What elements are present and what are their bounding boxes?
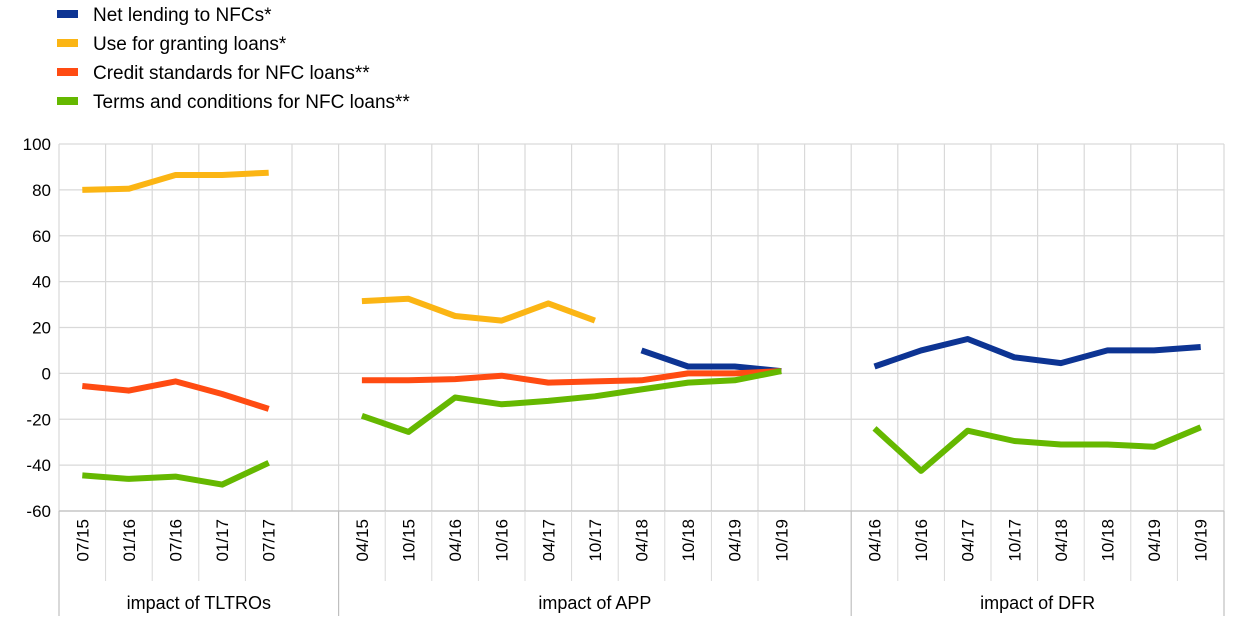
x-tick-label: 04/18 xyxy=(1052,519,1071,562)
x-tick-label: 04/16 xyxy=(866,519,885,562)
group-label-impact-of-app: impact of APP xyxy=(538,593,651,613)
x-tick-label: 04/16 xyxy=(446,519,465,562)
legend-swatch xyxy=(57,10,78,18)
x-tick-label: 04/18 xyxy=(633,519,652,562)
x-tick-label: 10/16 xyxy=(493,519,512,562)
x-tick-label: 01/17 xyxy=(213,519,232,562)
x-tick-label: 04/19 xyxy=(726,519,745,562)
legend-label-use-for-granting-loans: Use for granting loans* xyxy=(93,34,287,55)
x-tick-label: 10/16 xyxy=(912,519,931,562)
x-tick-label: 07/17 xyxy=(260,519,279,562)
series-line-net-lending-to-nfcs xyxy=(873,336,1201,370)
group-label-impact-of-dfr: impact of DFR xyxy=(980,593,1095,613)
legend-swatch xyxy=(57,68,78,76)
series-lines xyxy=(82,169,1202,488)
legend-swatch xyxy=(57,39,78,47)
y-tick-label: -20 xyxy=(26,410,51,429)
y-tick-label: 60 xyxy=(32,227,51,246)
grid xyxy=(58,143,1225,512)
x-tick-label: 10/17 xyxy=(586,519,605,562)
x-tick-label: 10/15 xyxy=(400,519,419,562)
x-tick-label: 10/19 xyxy=(1192,519,1211,562)
x-tick-label: 10/18 xyxy=(679,519,698,562)
y-tick-label: 80 xyxy=(32,181,51,200)
x-tick-label: 10/17 xyxy=(1005,519,1024,562)
legend-label-credit-standards-for-nfc-loans: Credit standards for NFC loans** xyxy=(93,63,370,84)
y-tick-label: 100 xyxy=(23,135,51,154)
series-line-use-for-granting-loans xyxy=(361,295,596,324)
x-tick-label: 01/16 xyxy=(120,519,139,562)
x-tick-label: 04/17 xyxy=(539,519,558,562)
series-line-terms-and-conditions-for-nfc-loans xyxy=(360,368,782,435)
y-axis: -60 -40 -20 0 20 40 60 80 100 xyxy=(23,135,51,521)
x-tick-label: 04/15 xyxy=(353,519,372,562)
series-line-use-for-granting-loans xyxy=(82,169,269,193)
series-line-terms-and-conditions-for-nfc-loans xyxy=(872,424,1202,474)
series-line-credit-standards-for-nfc-loans xyxy=(361,368,782,386)
x-tick-label: 10/19 xyxy=(772,519,791,562)
x-axis: 07/15 01/16 07/16 01/17 07/17 impact of TLTRO… xyxy=(58,510,1225,616)
y-tick-label: 20 xyxy=(32,319,51,338)
x-tick-label: 04/19 xyxy=(1145,519,1164,562)
legend-swatch xyxy=(57,97,78,105)
y-tick-label: 40 xyxy=(32,273,51,292)
legend-label-terms-and-conditions-for-nfc-loans: Terms and conditions for NFC loans** xyxy=(93,92,410,113)
group-label-impact-of-tltros: impact of TLTROs xyxy=(127,593,271,613)
series-line-net-lending-to-nfcs xyxy=(640,347,782,375)
x-tick-label: 07/15 xyxy=(73,519,92,562)
series-line-credit-standards-for-nfc-loans xyxy=(82,378,270,412)
series-line-terms-and-conditions-for-nfc-loans xyxy=(82,460,270,488)
legend: Net lending to NFCs* Use for granting loa… xyxy=(57,5,410,113)
x-tick-label: 07/16 xyxy=(167,519,186,562)
legend-label-net-lending-to-nfcs: Net lending to NFCs* xyxy=(93,5,272,26)
y-tick-label: 0 xyxy=(42,364,51,383)
x-tick-label: 04/17 xyxy=(959,519,978,562)
y-tick-label: -60 xyxy=(26,502,51,521)
x-tick-label: 10/18 xyxy=(1099,519,1118,562)
y-tick-label: -40 xyxy=(26,456,51,475)
